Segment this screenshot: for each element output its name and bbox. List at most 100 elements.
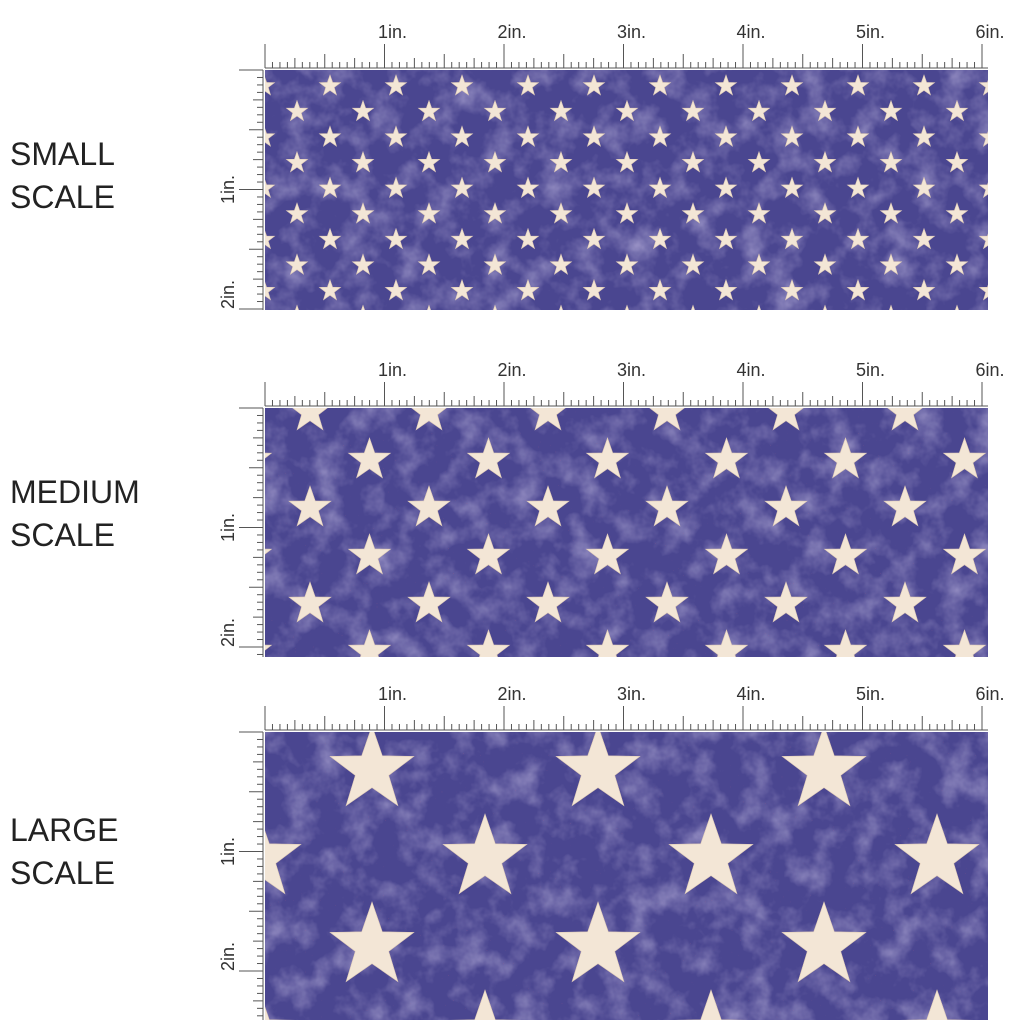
star <box>355 70 371 71</box>
ruler-label: 3in. <box>617 360 646 380</box>
scale-panel: SMALL SCALE 1in. 2in. 3in. 4in. 5in. 6in. 1in. 2i… <box>10 22 1005 310</box>
star <box>912 278 936 301</box>
star <box>978 130 988 147</box>
star <box>823 437 868 479</box>
star <box>318 176 342 199</box>
star <box>879 150 903 173</box>
star <box>347 437 392 479</box>
star <box>553 70 569 71</box>
ruler-label: 5in. <box>856 22 885 42</box>
star <box>466 437 511 479</box>
star <box>945 202 969 224</box>
star <box>883 581 927 623</box>
star <box>757 304 761 310</box>
star <box>823 304 827 310</box>
star <box>347 533 392 575</box>
star <box>516 176 540 199</box>
star <box>285 202 309 224</box>
star <box>329 732 415 807</box>
star <box>329 901 415 983</box>
star <box>450 125 474 147</box>
star <box>747 99 771 122</box>
ruler-label: 2in. <box>218 618 238 647</box>
scale-panel: LARGE SCALE 1in. 2in. 3in. 4in. 5in. 6in. 1in. 2i… <box>10 684 1005 1020</box>
star <box>466 629 511 657</box>
star <box>516 125 540 147</box>
star <box>466 533 511 575</box>
star <box>768 408 804 431</box>
star <box>265 1006 296 1020</box>
fabric-swatch <box>230 342 988 657</box>
star <box>585 533 630 575</box>
star <box>879 99 903 122</box>
star <box>483 99 507 122</box>
star <box>615 202 639 224</box>
star <box>549 253 573 275</box>
star <box>780 176 804 199</box>
star <box>347 629 392 657</box>
star <box>714 227 738 250</box>
star <box>764 485 808 527</box>
star <box>764 581 808 623</box>
ruler-label: 1in. <box>218 513 238 542</box>
ruler-label: 4in. <box>736 360 765 380</box>
ruler-label: 3in. <box>617 22 646 42</box>
star <box>747 202 771 224</box>
star <box>351 99 375 122</box>
star <box>450 176 474 199</box>
scale-label: MEDIUM <box>10 474 140 510</box>
star <box>585 629 630 657</box>
star <box>516 278 540 301</box>
scale-label: LARGE <box>10 812 118 848</box>
star <box>265 830 302 895</box>
star <box>648 74 672 96</box>
star <box>526 581 570 623</box>
star <box>448 989 522 1020</box>
star <box>442 813 528 895</box>
star <box>526 485 570 527</box>
star <box>585 437 630 479</box>
star <box>714 278 738 301</box>
star <box>912 227 936 250</box>
star <box>407 581 451 623</box>
star <box>780 74 804 96</box>
star <box>483 202 507 224</box>
star <box>823 629 868 657</box>
star <box>288 485 332 527</box>
star <box>846 74 870 96</box>
star <box>289 70 305 71</box>
star <box>384 74 408 96</box>
star <box>780 125 804 147</box>
star <box>582 74 606 96</box>
ruler-label: 6in. <box>975 360 1004 380</box>
ruler-label: 4in. <box>736 684 765 704</box>
star <box>292 408 328 431</box>
star <box>681 150 705 173</box>
star <box>417 150 441 173</box>
ruler-label: 2in. <box>497 360 526 380</box>
star <box>265 548 273 555</box>
scale-label: SCALE <box>10 517 115 553</box>
star <box>427 304 431 310</box>
ruler-label: 2in. <box>218 942 238 971</box>
scale-label: SMALL <box>10 136 115 172</box>
star <box>417 253 441 275</box>
star <box>648 227 672 250</box>
star <box>417 99 441 122</box>
star <box>285 253 309 275</box>
star <box>230 342 272 382</box>
star <box>648 125 672 147</box>
star <box>681 253 705 275</box>
star <box>549 99 573 122</box>
star <box>704 629 749 657</box>
star <box>813 99 837 122</box>
star <box>619 70 635 71</box>
star <box>945 253 969 275</box>
star <box>846 227 870 250</box>
star <box>674 989 748 1020</box>
star <box>978 233 988 250</box>
star <box>582 278 606 301</box>
star <box>450 74 474 96</box>
star <box>582 227 606 250</box>
star <box>285 99 309 122</box>
